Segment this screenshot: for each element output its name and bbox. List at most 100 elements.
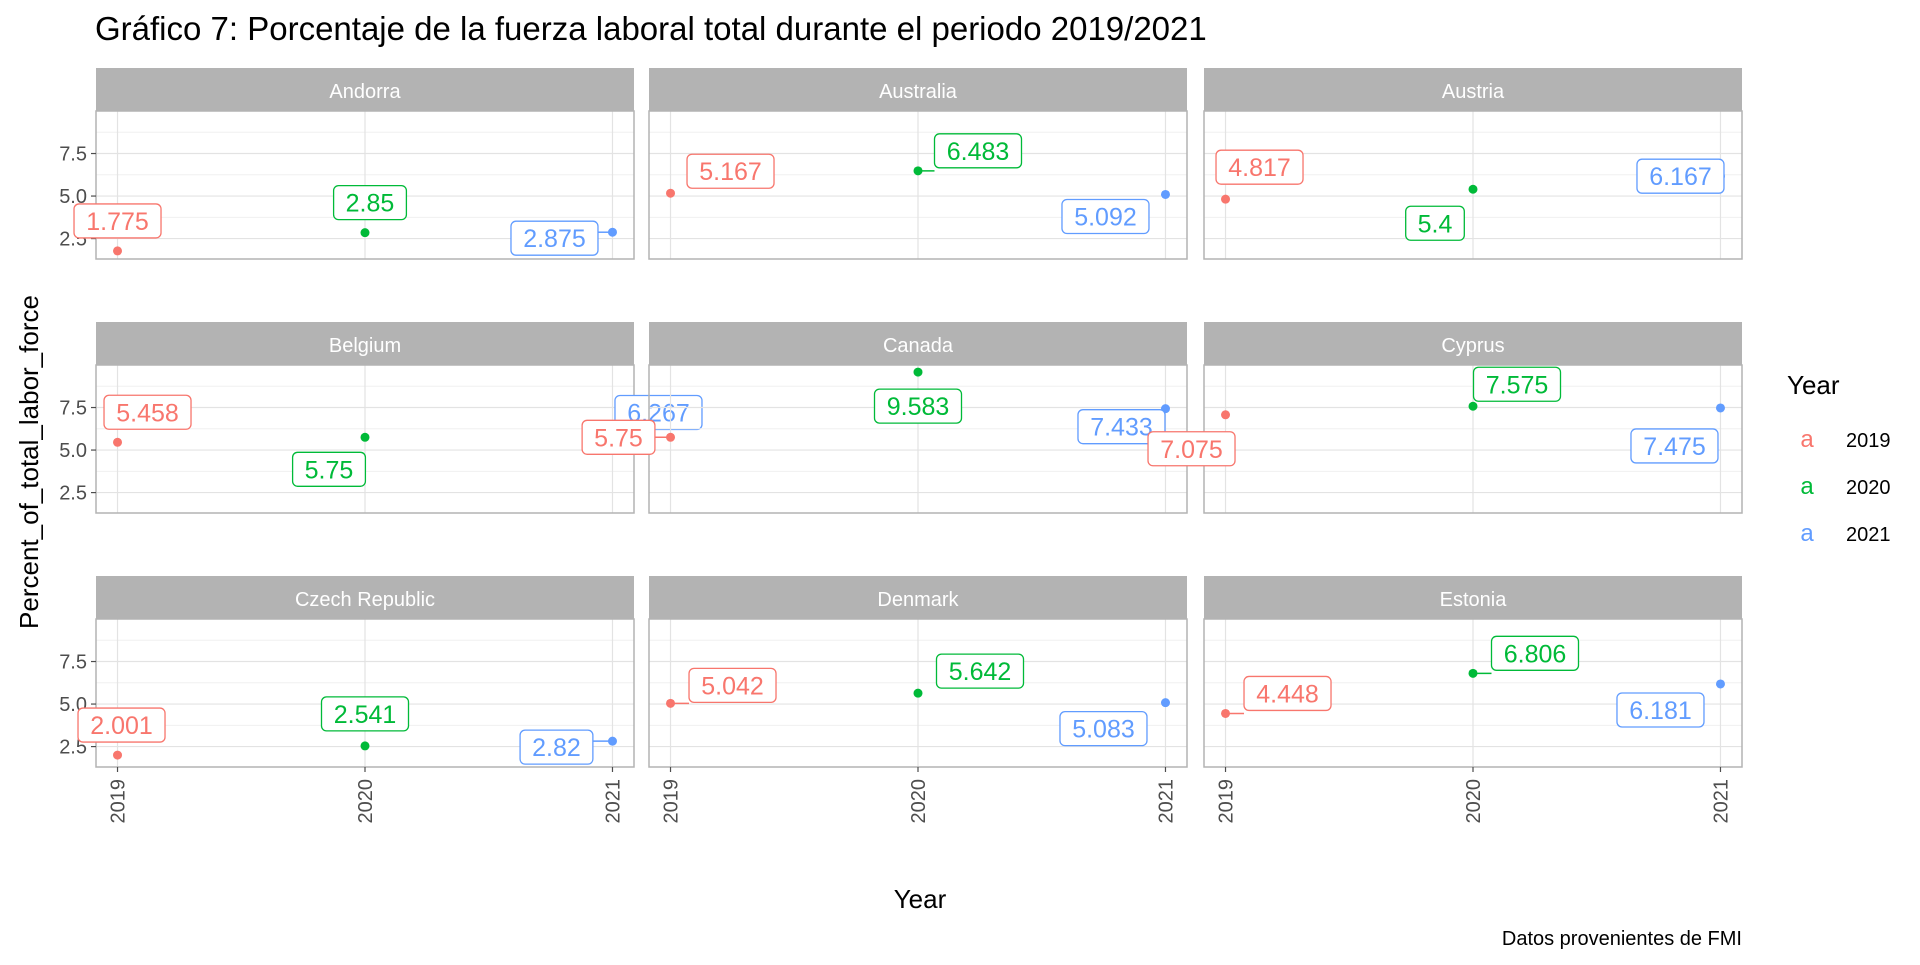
x-tick-label: 2021 (1710, 779, 1732, 824)
data-point (360, 432, 370, 442)
data-point (607, 736, 617, 746)
legend-key: a (1800, 426, 1814, 453)
facet-strip (1204, 68, 1742, 111)
data-label: 5.642 (949, 658, 1012, 686)
data-label-box (1405, 205, 1465, 241)
data-label-box (1215, 149, 1304, 185)
data-point (1221, 194, 1231, 204)
data-label: 9.583 (887, 393, 950, 421)
chart-caption: Datos provenientes de FMI (1502, 928, 1742, 950)
x-tick-label: 2021 (1155, 779, 1177, 824)
data-point (666, 188, 676, 198)
legend-key: a (1800, 520, 1814, 547)
panel-border (95, 110, 635, 260)
x-tick-label: 2020 (908, 779, 930, 824)
y-tick-label: 7.5 (59, 398, 87, 420)
facet-strip-label: Cyprus (1441, 335, 1504, 357)
data-point (1468, 401, 1478, 411)
data-label-box (1059, 710, 1148, 747)
chart-title: Gráfico 7: Porcentaje de la fuerza labor… (95, 10, 1207, 47)
data-label: 7.575 (1486, 371, 1549, 399)
data-label: 7.475 (1643, 433, 1706, 461)
data-label: 5.092 (1074, 203, 1137, 231)
y-tick-label: 5.0 (59, 440, 87, 462)
data-label-box (1636, 158, 1725, 194)
data-label-box (291, 451, 367, 487)
data-label-box (1077, 409, 1166, 445)
facet-strip-label: Austria (1442, 81, 1505, 103)
data-label: 2.875 (523, 225, 586, 253)
data-label-box (320, 696, 410, 732)
data-point (666, 698, 676, 708)
y-tick-label: 2.5 (59, 483, 87, 505)
facet-strip (649, 68, 1187, 111)
data-point (913, 688, 923, 698)
y-tick-label: 7.5 (59, 144, 87, 166)
data-label-box (1061, 198, 1150, 235)
data-label-box (581, 419, 656, 455)
data-label-box (77, 707, 166, 743)
data-label-box (1472, 366, 1562, 402)
data-label: 5.458 (116, 399, 179, 427)
facet-panel: Denmark 2019 2020 2021 5.042 5.642 5.083 (648, 576, 1188, 824)
data-label: 6.806 (1504, 640, 1567, 668)
data-label: 7.075 (1160, 436, 1223, 464)
facet-panel: Cyprus 7.075 7.575 7.475 (1147, 322, 1743, 514)
legend-label: 2020 (1846, 477, 1891, 499)
panel-border (648, 110, 1188, 260)
data-label: 2.001 (90, 712, 153, 740)
data-label-box (332, 184, 408, 221)
data-label: 2.82 (532, 734, 581, 762)
facet-strip (96, 68, 634, 111)
data-label-box (686, 153, 775, 189)
data-label: 2.541 (334, 701, 397, 729)
data-point (1715, 403, 1725, 413)
y-axis-title: Percent_of_total_labor_force (14, 295, 44, 629)
data-label: 7.433 (1090, 414, 1153, 442)
x-tick-label: 2020 (355, 779, 377, 824)
data-label: 4.448 (1256, 680, 1319, 708)
data-label: 5.042 (701, 672, 764, 700)
facet-strip-label: Estonia (1440, 589, 1508, 611)
facet-panel: Estonia 2019 2020 2021 4.448 6.806 6.181 (1203, 576, 1743, 824)
data-label-box (873, 388, 963, 424)
y-tick-label: 5.0 (59, 186, 87, 208)
data-label: 5.4 (1418, 210, 1453, 238)
x-tick-label: 2021 (602, 779, 624, 824)
facet-strip (649, 322, 1187, 365)
facet-strip (1204, 576, 1742, 619)
legend-label: 2019 (1846, 430, 1891, 452)
facet-strip (96, 322, 634, 365)
data-label: 6.483 (947, 138, 1010, 166)
data-label-box (1630, 428, 1719, 464)
panel-border (1203, 110, 1743, 260)
data-label: 5.167 (699, 158, 762, 186)
data-label-box (933, 133, 1023, 169)
data-label-box (1243, 675, 1332, 712)
facet-strip-label: Denmark (877, 589, 959, 611)
data-point (360, 741, 370, 751)
data-label: 5.083 (1072, 716, 1135, 744)
data-point (360, 228, 370, 238)
data-point (607, 227, 617, 237)
facet-strip (96, 576, 634, 619)
facet-strip-label: Canada (883, 335, 954, 357)
data-point (113, 246, 123, 256)
facet-strip-label: Czech Republic (295, 589, 435, 611)
data-label: 6.181 (1629, 697, 1692, 725)
data-label: 6.167 (1649, 163, 1712, 191)
data-label: 5.75 (594, 424, 643, 452)
facet-strip (649, 576, 1187, 619)
data-label-box (1490, 635, 1580, 671)
facet-panels: Andorra 2.5 5.0 7.5 1.775 2.85 2.875 Australia 5… (59, 68, 1743, 824)
facet-panel: Australia 5.167 6.483 5.092 (648, 68, 1188, 260)
x-tick-label: 2019 (108, 779, 130, 824)
facet-strip-label: Andorra (329, 81, 401, 103)
data-point (113, 750, 123, 760)
legend-title: Year (1787, 370, 1840, 400)
data-label-box (688, 667, 777, 703)
